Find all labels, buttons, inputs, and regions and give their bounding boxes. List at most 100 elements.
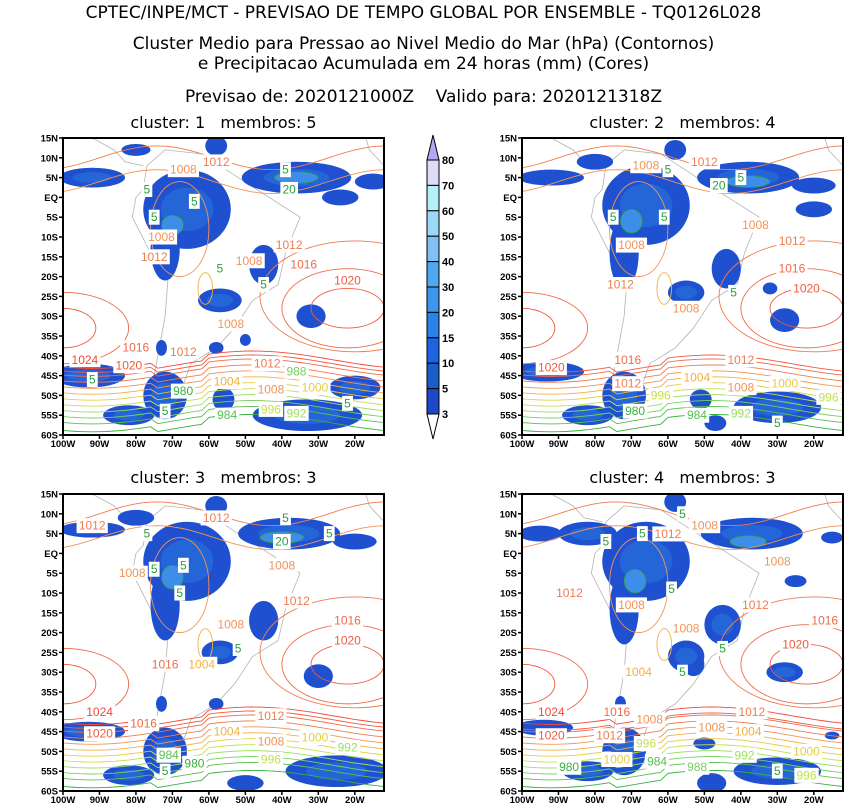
isobar-1012 bbox=[259, 240, 384, 353]
contour-label-bg bbox=[211, 374, 243, 390]
lon-tick-label: 60W bbox=[658, 795, 678, 803]
lat-tick-label: 15N bbox=[500, 134, 518, 145]
contour-label-bg bbox=[681, 370, 713, 386]
contour-label-bg bbox=[288, 257, 320, 273]
pressure-contour-label: 1004 bbox=[735, 725, 762, 739]
pressure-contour-label: 1012 bbox=[742, 598, 769, 612]
lat-tick-label: 15N bbox=[500, 490, 518, 501]
isobar-1004 bbox=[522, 732, 843, 751]
isobar-1012 bbox=[718, 240, 843, 353]
precipitation-contour-label: 5 bbox=[282, 163, 289, 177]
isobar-992 bbox=[63, 394, 384, 413]
isobar-1008 bbox=[150, 181, 210, 278]
contour-label-bg bbox=[725, 380, 757, 396]
precipitation-area bbox=[697, 773, 727, 791]
pressure-contour-label: 1020 bbox=[334, 634, 361, 648]
lat-tick-label: 35S bbox=[41, 688, 58, 699]
lat-tick-label: 50S bbox=[500, 747, 517, 758]
colorbar-segment bbox=[426, 159, 440, 186]
contour-label-bg bbox=[736, 704, 768, 720]
lat-tick-label: 60S bbox=[41, 787, 58, 798]
precipitation-area bbox=[711, 248, 741, 289]
contour-label-bg bbox=[615, 597, 648, 613]
lat-tick-label: 40S bbox=[41, 351, 58, 362]
lon-tick-label: 20W bbox=[804, 795, 824, 803]
precipitation-contour-label: 5 bbox=[679, 665, 686, 679]
contour-label-bg bbox=[535, 360, 567, 376]
lat-tick-label: 10S bbox=[41, 589, 58, 600]
colorbar-label: 70 bbox=[442, 180, 454, 192]
isobar-984 bbox=[522, 762, 843, 781]
lon-tick-label: 50W bbox=[236, 795, 256, 803]
lat-tick-label: 5S bbox=[505, 213, 517, 224]
isobar-1012 bbox=[63, 720, 384, 739]
lon-tick-label: 90W bbox=[90, 439, 110, 450]
lat-tick-label: 10N bbox=[41, 153, 59, 164]
map-panel-cluster-4: 5555555101210081008101210081008101210161… bbox=[500, 490, 844, 803]
africa-coastline bbox=[365, 494, 384, 522]
pressure-contour-label: 996 bbox=[261, 752, 281, 766]
contour-label-bg bbox=[141, 181, 153, 197]
pressure-contour-label: 1016 bbox=[122, 341, 149, 355]
contour-label-bg bbox=[127, 716, 160, 732]
pressure-contour-label: 988 bbox=[687, 760, 707, 774]
precipitation-contour-label: 5 bbox=[235, 641, 242, 655]
precipitation-contour-label: 5 bbox=[774, 764, 781, 778]
precipitation-core-20mm bbox=[620, 208, 643, 234]
precipitation-contour-label: 5 bbox=[282, 511, 289, 525]
precipitation-contour-label: 5 bbox=[719, 641, 726, 655]
contour-label-bg bbox=[732, 724, 764, 740]
contour-label-bg bbox=[156, 747, 181, 763]
lat-tick-label: 25S bbox=[500, 292, 517, 303]
lat-tick-label: 30S bbox=[500, 668, 517, 679]
colorbar-segment bbox=[426, 388, 440, 415]
pressure-contour-label: 992 bbox=[731, 406, 751, 420]
precipitation-area bbox=[576, 153, 614, 170]
isobar-1020 bbox=[310, 288, 384, 329]
lat-tick-label: 50S bbox=[41, 391, 58, 402]
contour-label-bg bbox=[280, 181, 298, 197]
lat-tick-label: 15S bbox=[500, 252, 517, 263]
contour-label-bg bbox=[258, 401, 284, 417]
pressure-contour-label: 1012 bbox=[607, 278, 634, 292]
map-content: 5 5 20 5 5 5 5 1012 1008 1008 1012 1008 1008 1012 1016… bbox=[522, 138, 843, 435]
lat-tick-label: EQ bbox=[44, 549, 58, 560]
contour-label-bg bbox=[633, 735, 659, 751]
lat-tick-label: 40S bbox=[500, 351, 517, 362]
pressure-contour-label: 1008 bbox=[148, 230, 175, 244]
contour-label-bg bbox=[790, 743, 823, 759]
pressure-contour-label: 1000 bbox=[302, 731, 329, 745]
pressure-contour-label: 1004 bbox=[214, 725, 241, 739]
lon-tick-label: 30W bbox=[309, 795, 329, 803]
lat-tick-label: 25S bbox=[41, 648, 58, 659]
contour-label-bg bbox=[159, 403, 171, 419]
lat-tick-label: 5S bbox=[46, 569, 58, 580]
lat-tick-label: 20S bbox=[41, 628, 58, 639]
isobar-1012 bbox=[522, 720, 843, 739]
contour-label-bg bbox=[771, 763, 783, 779]
contour-label-bg bbox=[251, 356, 283, 372]
lon-tick-label: 20W bbox=[345, 439, 365, 450]
south-america-coastline bbox=[590, 505, 760, 772]
south-america-coastline bbox=[590, 149, 760, 416]
isobar-988 bbox=[63, 400, 384, 419]
precipitation-core-20mm bbox=[729, 535, 767, 548]
isobar-984 bbox=[63, 762, 384, 781]
lat-tick-label: 5N bbox=[46, 173, 58, 184]
pressure-contour-label: 1020 bbox=[116, 359, 143, 373]
precipitation-area bbox=[208, 341, 224, 354]
contour-label-bg bbox=[255, 708, 287, 724]
lon-tick-label: 40W bbox=[731, 795, 751, 803]
contour-label-bg bbox=[214, 261, 226, 277]
precipitation-area bbox=[227, 775, 264, 791]
isobar-1016 bbox=[63, 358, 384, 377]
precipitation-contour-label: 5 bbox=[162, 404, 169, 418]
lat-tick-label: 35S bbox=[41, 332, 58, 343]
pressure-contour-label: 980 bbox=[625, 404, 645, 418]
pressure-contour-label: 1012 bbox=[170, 345, 197, 359]
pressure-contour-label: 1020 bbox=[538, 361, 565, 375]
isobar-996 bbox=[63, 744, 384, 763]
contour-label-bg bbox=[159, 763, 171, 779]
lat-tick-label: 5S bbox=[505, 569, 517, 580]
contour-label-bg bbox=[214, 407, 240, 423]
